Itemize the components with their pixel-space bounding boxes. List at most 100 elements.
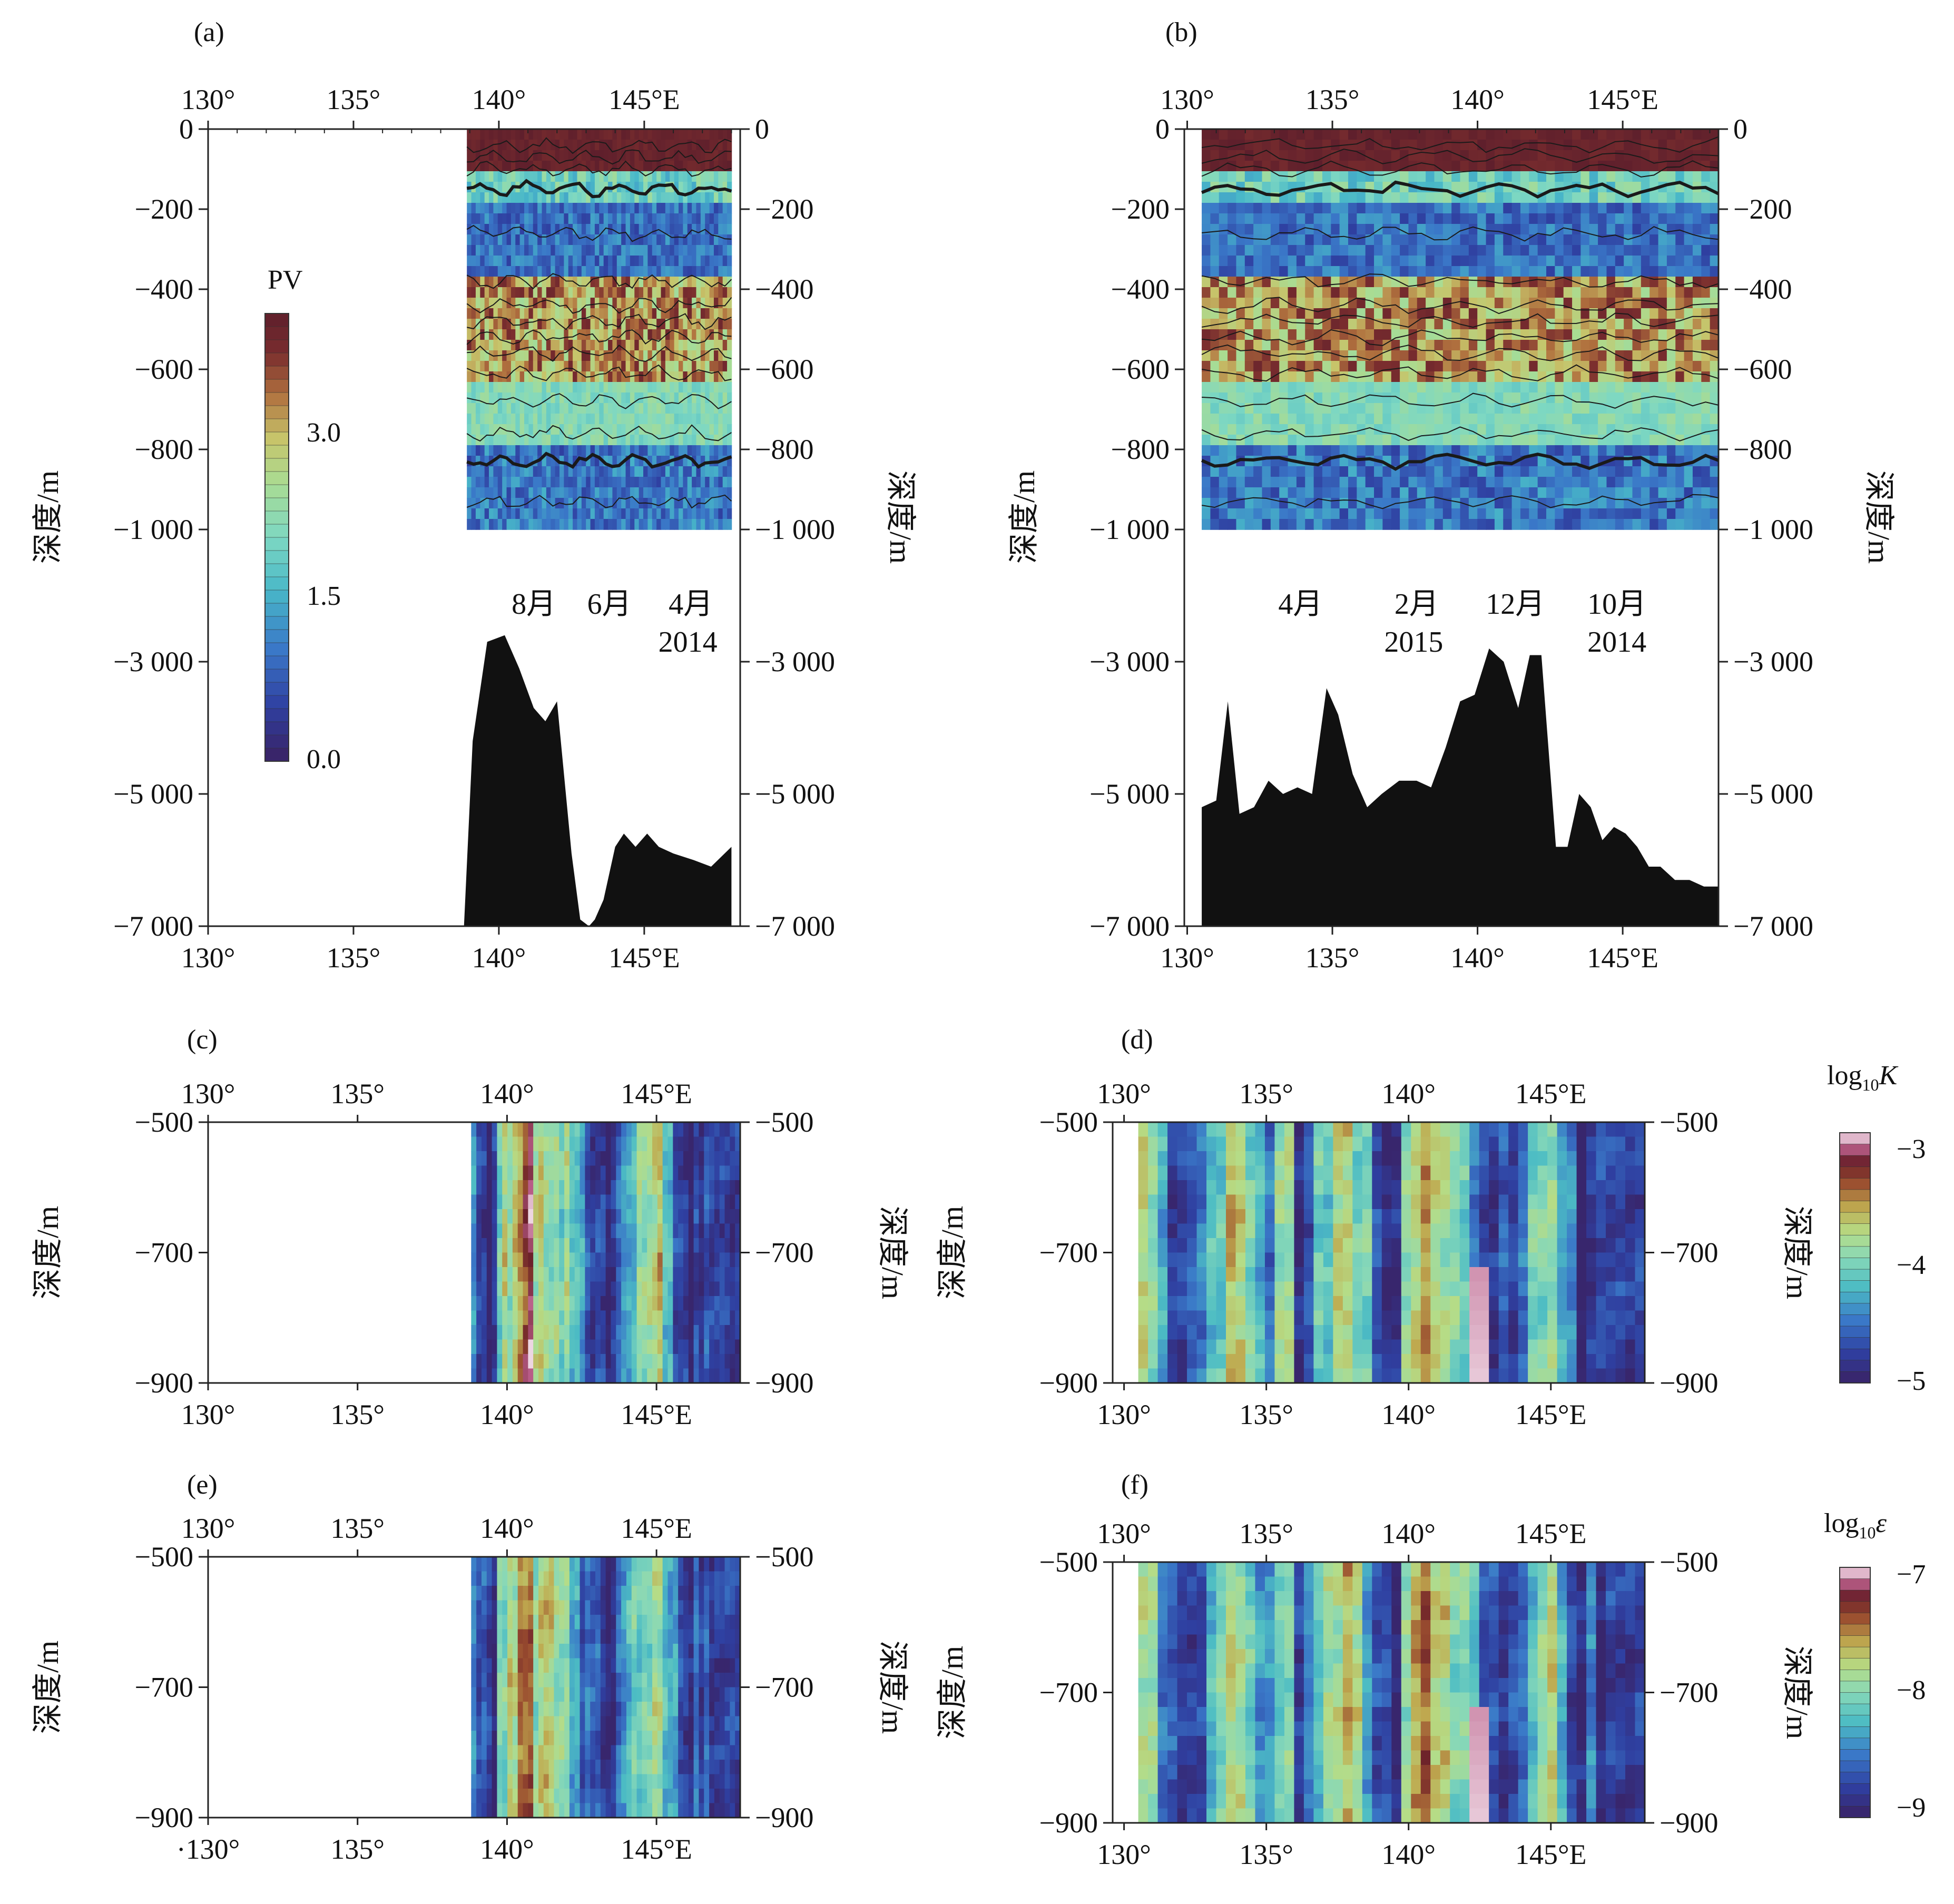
heat-cell <box>730 1165 735 1181</box>
pv-cell <box>692 435 697 446</box>
heat-cell <box>471 1180 477 1195</box>
pv-cell <box>1391 403 1400 414</box>
pv-cell <box>1641 403 1651 414</box>
pv-cell <box>630 245 635 256</box>
y-tick-label-right: −1 000 <box>755 514 835 545</box>
pv-cell <box>1580 287 1590 298</box>
pv-cell <box>493 308 498 319</box>
pv-cell <box>586 234 591 246</box>
pv-cell <box>1580 340 1590 351</box>
pv-cell <box>656 298 662 309</box>
pv-cell <box>577 340 582 351</box>
pv-cell <box>519 371 525 382</box>
pv-cell <box>510 308 516 319</box>
pv-cell <box>1641 287 1651 298</box>
pv-cell <box>1537 140 1547 151</box>
pv-cell <box>502 182 507 193</box>
pv-cell <box>577 140 582 151</box>
pv-cell <box>621 140 626 151</box>
pv-cell <box>1382 192 1392 203</box>
pv-cell <box>700 224 706 235</box>
pv-cell <box>493 171 498 182</box>
pv-cell <box>1666 308 1676 319</box>
heat-cell <box>580 1122 586 1137</box>
y-tick-label: −400 <box>135 273 193 305</box>
pv-cell <box>700 192 706 203</box>
pv-cell <box>674 234 679 246</box>
pv-cell <box>1408 171 1418 182</box>
pv-cell <box>1494 224 1504 235</box>
pv-cell <box>1684 140 1693 151</box>
pv-cell <box>515 329 521 340</box>
heat-cell <box>538 1136 544 1152</box>
pv-cell <box>484 487 489 498</box>
pv-cell <box>1563 150 1573 161</box>
pv-cell <box>1632 287 1642 298</box>
pv-cell <box>643 466 649 477</box>
pv-cell <box>1244 477 1254 488</box>
pv-cell <box>1658 519 1667 530</box>
pv-cell <box>1675 277 1685 288</box>
pv-cell <box>1572 403 1582 414</box>
pv-cell <box>515 129 521 140</box>
pv-cell <box>581 340 587 351</box>
pv-cell <box>674 277 679 288</box>
pv-cell <box>1442 519 1452 530</box>
pv-cell <box>1365 277 1374 288</box>
pv-cell <box>515 224 521 235</box>
pv-cell <box>1555 508 1564 519</box>
pv-cell <box>705 224 710 235</box>
pv-cell <box>524 298 529 309</box>
month-annotation: 6月 <box>587 588 632 621</box>
pv-cell <box>692 361 697 372</box>
pv-cell <box>1288 277 1297 288</box>
isopycnal-contour <box>466 160 732 177</box>
pv-cell <box>1253 171 1263 182</box>
pv-cell <box>1202 203 1211 214</box>
pv-cell <box>616 182 622 193</box>
pv-cell <box>1632 329 1642 340</box>
heat-cell <box>476 1136 482 1152</box>
pv-cell <box>1692 498 1702 509</box>
pv-cell <box>705 350 710 361</box>
pv-cell <box>537 224 543 235</box>
pv-cell <box>1710 466 1719 477</box>
pv-cell <box>568 350 573 361</box>
pv-cell <box>647 414 653 425</box>
pv-cell <box>1649 498 1659 509</box>
pv-cell <box>700 150 706 161</box>
pv-cell <box>1339 266 1349 277</box>
pv-cell <box>1365 329 1374 340</box>
pv-cell <box>533 256 538 267</box>
pv-cell <box>1296 319 1306 330</box>
pv-cell <box>1580 308 1590 319</box>
heat-cell <box>688 1136 694 1152</box>
pv-cell <box>1374 403 1383 414</box>
pv-cell <box>564 203 569 214</box>
pv-cell <box>1408 308 1418 319</box>
pv-cell <box>643 445 649 456</box>
pv-cell <box>594 245 600 256</box>
pv-cell <box>713 477 719 488</box>
pv-cell <box>727 192 732 203</box>
pv-cell <box>1684 308 1693 319</box>
pv-cell <box>568 266 573 277</box>
pv-cell <box>1520 256 1530 267</box>
pv-cell <box>1675 403 1685 414</box>
pv-cell <box>1666 487 1676 498</box>
pv-cell <box>722 414 728 425</box>
heat-cell <box>678 1151 684 1166</box>
pv-cell <box>1442 361 1452 372</box>
pv-cell <box>1503 277 1513 288</box>
pv-cell <box>471 245 476 256</box>
pv-cell <box>1331 477 1340 488</box>
pv-cell <box>1615 329 1624 340</box>
pv-cell <box>612 287 617 298</box>
pv-cell <box>1400 256 1409 267</box>
pv-cell <box>1666 414 1676 425</box>
pv-cell <box>568 361 573 372</box>
pv-cell <box>1331 298 1340 309</box>
pv-cell <box>1563 466 1573 477</box>
pv-cell <box>506 435 512 446</box>
pv-cell <box>1477 477 1487 488</box>
